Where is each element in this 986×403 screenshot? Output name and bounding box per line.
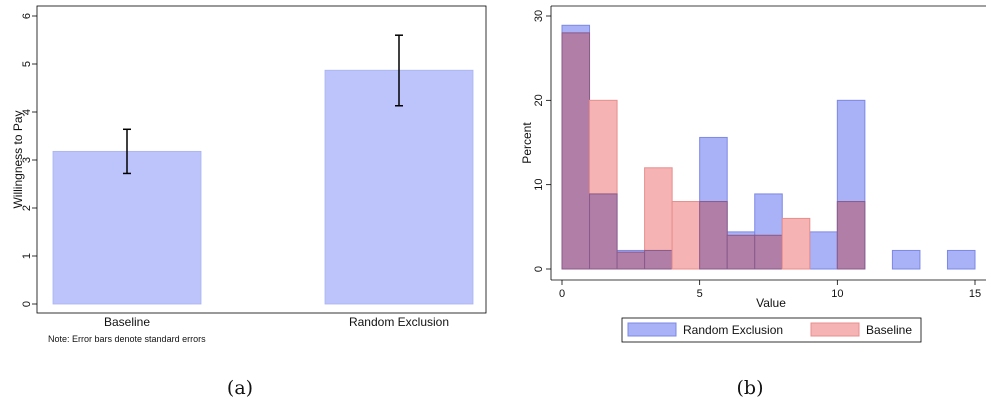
bar-overlap-7 [754, 234, 783, 270]
x-category-label-1: Random Exclusion [349, 315, 449, 329]
legend-swatch-baseline [810, 322, 860, 337]
legend: Random Exclusion Baseline [621, 317, 922, 343]
bar-baseline-4 [671, 201, 701, 270]
legend-swatch-random-exclusion [627, 322, 677, 337]
y-axis-label: Percent [520, 122, 534, 164]
bar-overlap-2 [616, 251, 646, 270]
bar-overlap-0 [561, 32, 591, 270]
y-tick-label: 6 [21, 13, 33, 19]
bar-0 [52, 150, 202, 305]
y-tick-label: 10 [533, 179, 545, 191]
y-tick-label: 3 [21, 157, 33, 163]
bar-baseline-1 [589, 99, 618, 195]
legend-label-random-exclusion: Random Exclusion [683, 323, 783, 337]
y-tick-label: 20 [533, 94, 545, 106]
x-tick-label: 15 [969, 288, 981, 300]
panel-b: 0 10 20 30 0 5 10 15 Value Percent Random Exclusio… [520, 5, 986, 399]
bar-overlap-6 [726, 234, 756, 270]
bar-overlap-5 [699, 201, 728, 270]
bar-1 [324, 69, 474, 305]
y-tick-label: 1 [21, 253, 33, 259]
x-tick-label: 0 [559, 288, 565, 300]
bar-overlap-3 [644, 249, 673, 270]
y-tick-label: 30 [533, 10, 545, 22]
y-tick-label: 2 [21, 205, 33, 211]
bar-random-exclusion-7 [809, 231, 838, 270]
y-tick-label: 4 [21, 109, 33, 115]
bar-baseline-3 [644, 167, 673, 251]
x-axis-label: Value [756, 296, 786, 310]
y-tick-label: 5 [21, 61, 33, 67]
y-tick-label: 0 [21, 301, 33, 307]
bar-baseline-8 [781, 217, 811, 270]
panel-a: 0 1 2 3 4 5 6 Willingness to Pay Baseline Random … [11, 5, 487, 399]
panel-a-caption: (a) [227, 377, 253, 399]
bar-overlap-1 [589, 193, 618, 270]
bar-overlap-9 [836, 201, 866, 270]
panel-b-caption: (b) [737, 377, 764, 399]
x-tick-label: 5 [697, 288, 703, 300]
panel-a-frame [36, 5, 487, 314]
bar-random-exclusion-9 [891, 249, 921, 270]
legend-label-baseline: Baseline [866, 323, 912, 337]
y-tick-label: 0 [533, 266, 545, 272]
x-tick-label: 10 [831, 288, 843, 300]
x-category-label-0: Baseline [104, 315, 150, 329]
y-axis-label: Willingness to Pay [11, 110, 25, 208]
bar-random-exclusion-10 [946, 249, 976, 270]
chart-note: Note: Error bars denote standard errors [48, 334, 206, 344]
